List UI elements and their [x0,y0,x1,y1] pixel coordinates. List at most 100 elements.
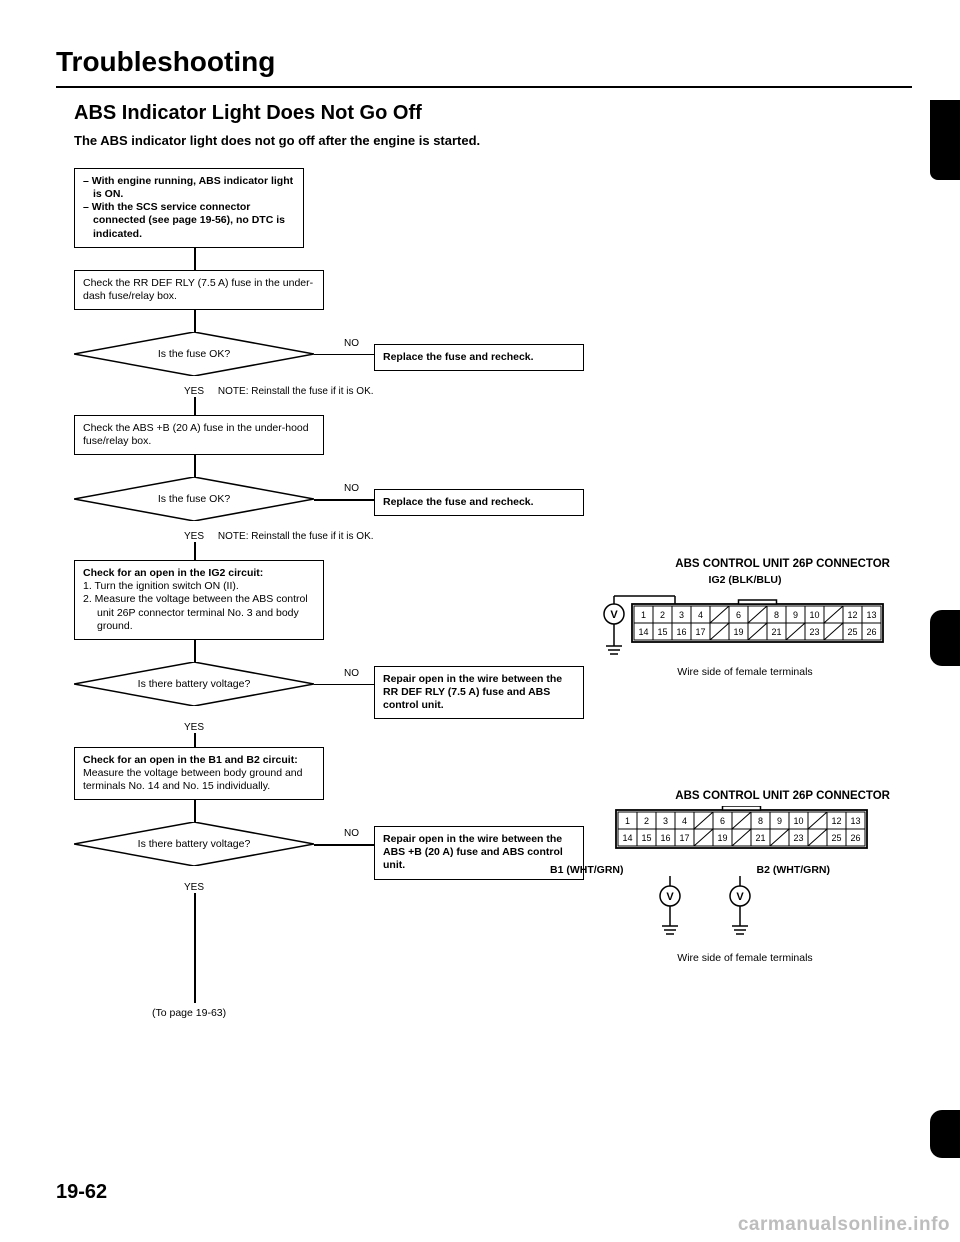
svg-text:6: 6 [720,816,725,826]
no-label-4: NO [344,828,359,839]
flow-check2: Check the ABS +B (20 A) fuse in the unde… [74,415,324,455]
page-title: Troubleshooting [56,46,912,78]
svg-text:23: 23 [793,833,803,843]
note2: NOTE: Reinstall the fuse if it is OK. [218,531,374,542]
check3-title: Check for an open in the IG2 circuit: [83,567,263,579]
vline-long [194,893,196,1003]
svg-text:4: 4 [698,610,703,620]
svg-text:V: V [736,891,744,903]
hline [314,499,374,501]
edge-tab-top [930,100,960,180]
svg-text:9: 9 [793,610,798,620]
svg-text:13: 13 [850,816,860,826]
edge-tab-mid [930,610,960,666]
vline [194,397,196,415]
svg-text:9: 9 [777,816,782,826]
vline [194,542,196,560]
flow-check3: Check for an open in the IG2 circuit: 1.… [74,560,324,640]
vline [194,248,196,270]
svg-text:25: 25 [831,833,841,843]
svg-text:8: 8 [758,816,763,826]
svg-text:23: 23 [809,627,819,637]
start-line-1: With engine running, ABS indicator light… [83,175,295,201]
hline [314,354,374,356]
svg-text:16: 16 [676,627,686,637]
intro-text: The ABS indicator light does not go off … [74,133,912,148]
svg-text:12: 12 [831,816,841,826]
flow-start-box: With engine running, ABS indicator light… [74,168,304,248]
decision-2-label: Is the fuse OK? [74,477,314,521]
vline [194,455,196,477]
svg-text:19: 19 [717,833,727,843]
svg-text:21: 21 [755,833,765,843]
decision-4: Is there battery voltage? [74,822,314,866]
check4-title: Check for an open in the B1 and B2 circu… [83,754,298,766]
conn2-title: ABS CONTROL UNIT 26P CONNECTOR [600,790,890,802]
conn1-caption: Wire side of female terminals [600,666,890,678]
conn2-voltmeters: V V [600,876,890,946]
yes-label-2: YES NOTE: Reinstall the fuse if it is OK… [184,531,584,542]
conn2-b2: B2 (WHT/GRN) [757,864,831,876]
yes-label-4: YES [184,882,584,893]
svg-text:14: 14 [638,627,648,637]
decision-row-2: Is the fuse OK? NO Replace the fuse and … [74,477,584,531]
svg-text:14: 14 [622,833,632,843]
conn1-diagram: V 1234689101213141516171921232526 [600,590,890,660]
vline [194,800,196,822]
title-rule [56,86,912,88]
svg-text:1: 1 [641,610,646,620]
yes-label-3: YES [184,722,584,733]
no-label-3: NO [344,668,359,679]
no-label-2: NO [344,483,359,494]
svg-text:19: 19 [733,627,743,637]
svg-text:2: 2 [644,816,649,826]
svg-text:13: 13 [866,610,876,620]
no-label-1: NO [344,338,359,349]
check3-step2: 2. Measure the voltage between the ABS c… [83,593,315,632]
vline [194,640,196,662]
svg-text:8: 8 [774,610,779,620]
svg-text:3: 3 [663,816,668,826]
decision-1: Is the fuse OK? [74,332,314,376]
to-page: (To page 19-63) [152,1007,584,1019]
decision-3: Is there battery voltage? [74,662,314,706]
flow-check1: Check the RR DEF RLY (7.5 A) fuse in the… [74,270,324,310]
conn1-pin-label: IG2 (BLK/BLU) [600,574,890,586]
svg-text:1: 1 [625,816,630,826]
svg-text:6: 6 [736,610,741,620]
conn2-b1: B1 (WHT/GRN) [550,864,624,876]
check3-step1: 1. Turn the ignition switch ON (II). [83,580,315,593]
svg-text:26: 26 [850,833,860,843]
svg-text:25: 25 [847,627,857,637]
svg-text:17: 17 [695,627,705,637]
svg-text:2: 2 [660,610,665,620]
svg-text:3: 3 [679,610,684,620]
svg-text:21: 21 [771,627,781,637]
connector-1-block: ABS CONTROL UNIT 26P CONNECTOR IG2 (BLK/… [600,558,890,678]
flowchart: With engine running, ABS indicator light… [74,168,584,1019]
decision-row-3: Is there battery voltage? NO Repair open… [74,662,584,722]
flow-check4: Check for an open in the B1 and B2 circu… [74,747,324,800]
hline [314,844,374,846]
decision-row-4: Is there battery voltage? NO Repair open… [74,822,584,882]
connector-2-block: ABS CONTROL UNIT 26P CONNECTOR 123468910… [600,790,890,964]
conn2-diagram: 1234689101213141516171921232526 [600,806,890,862]
decision-2: Is the fuse OK? [74,477,314,521]
flow-action1: Replace the fuse and recheck. [374,344,584,371]
note1: NOTE: Reinstall the fuse if it is OK. [218,386,374,397]
flow-action3: Repair open in the wire between the RR D… [374,666,584,719]
svg-text:V: V [666,891,674,903]
decision-1-label: Is the fuse OK? [74,332,314,376]
check4-body: Measure the voltage between body ground … [83,767,303,792]
watermark: carmanualsonline.info [738,1214,950,1236]
svg-text:15: 15 [641,833,651,843]
vline [194,733,196,747]
page-number: 19-62 [56,1181,107,1204]
svg-text:26: 26 [866,627,876,637]
svg-text:17: 17 [679,833,689,843]
conn2-caption: Wire side of female terminals [600,952,890,964]
svg-text:10: 10 [809,610,819,620]
conn2-wire-labels: B1 (WHT/GRN) B2 (WHT/GRN) [600,864,890,876]
svg-text:15: 15 [657,627,667,637]
edge-tab-bot [930,1110,960,1158]
